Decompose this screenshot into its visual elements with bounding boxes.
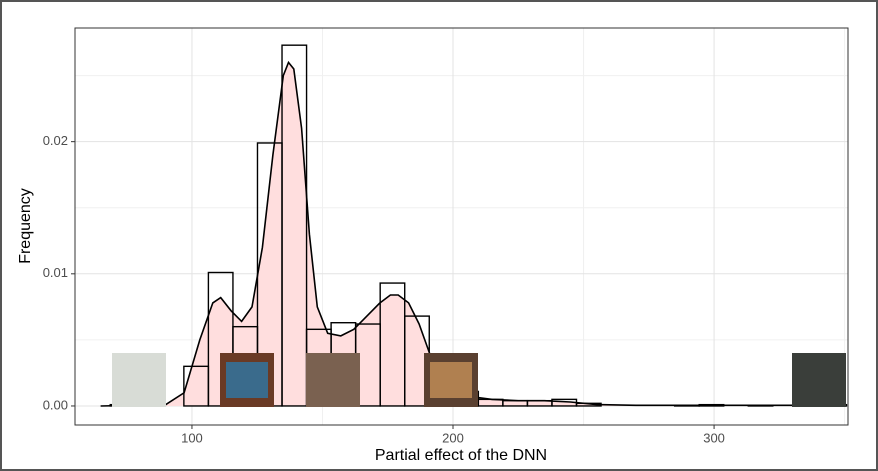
chart: Partial effect of the DNN Frequency 100 2… [0,0,878,471]
thumbnail [306,353,360,407]
thumbnail [112,353,166,407]
thumbnail [226,362,268,398]
x-axis-label: Partial effect of the DNN [375,447,547,464]
thumbnail [430,362,472,398]
x-tick-label: 300 [703,430,725,445]
x-tick-label: 200 [442,430,464,445]
y-tick-label: 0.01 [43,265,68,280]
y-tick-label: 0.00 [43,397,68,412]
y-tick-label: 0.02 [43,133,68,148]
y-axis-label: Frequency [17,188,34,264]
x-tick-label: 100 [181,430,203,445]
thumbnail [792,353,846,407]
